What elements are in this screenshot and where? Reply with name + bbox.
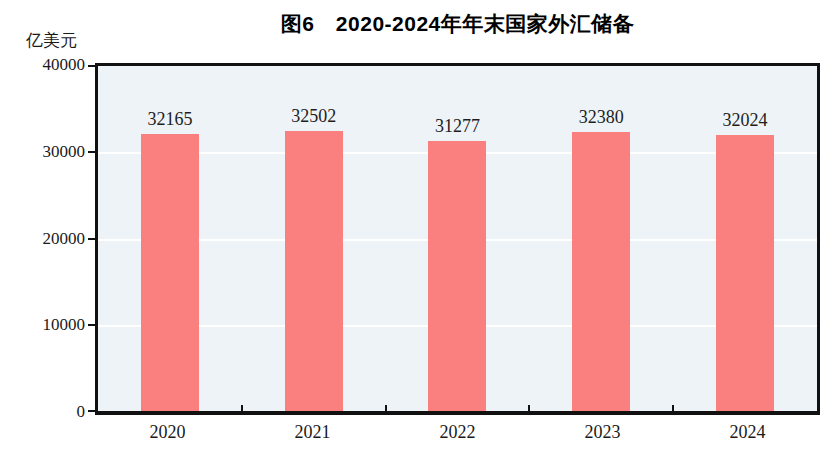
bar-group-2023: 32380 bbox=[529, 66, 673, 411]
bar-group-2020: 32165 bbox=[98, 66, 242, 411]
x-axis-tick-4 bbox=[672, 405, 674, 411]
bar-group-2022: 31277 bbox=[386, 66, 530, 411]
y-axis-tick-0 bbox=[88, 410, 97, 412]
chart-canvas: 图6 2020-2024年年末国家外汇储备 亿美元 40000 30000 20… bbox=[0, 0, 833, 461]
bar-value-label-2021: 32502 bbox=[291, 107, 336, 125]
x-axis-tick-labels: 2020 2021 2022 2023 2024 bbox=[95, 422, 820, 443]
bar-value-label-2020: 32165 bbox=[147, 110, 192, 128]
x-tick-label-2020: 2020 bbox=[95, 422, 240, 443]
x-tick-label-2023: 2023 bbox=[530, 422, 675, 443]
x-axis-tick-3 bbox=[528, 405, 530, 411]
bar-2021 bbox=[285, 131, 343, 411]
plot-area: 32165 32502 31277 32380 32024 bbox=[95, 63, 820, 415]
bar-value-label-2023: 32380 bbox=[579, 108, 624, 126]
bar-2020 bbox=[141, 134, 199, 411]
bar-group-2021: 32502 bbox=[242, 66, 386, 411]
y-tick-label-10000: 10000 bbox=[0, 316, 85, 333]
x-axis-tick-2 bbox=[385, 405, 387, 411]
y-tick-label-0: 0 bbox=[0, 403, 85, 420]
bar-value-label-2022: 31277 bbox=[435, 117, 480, 135]
x-tick-label-2024: 2024 bbox=[675, 422, 820, 443]
chart-title: 图6 2020-2024年年末国家外汇储备 bbox=[95, 10, 820, 38]
bar-2022 bbox=[428, 141, 486, 411]
bar-2024 bbox=[716, 135, 774, 411]
x-tick-label-2021: 2021 bbox=[240, 422, 385, 443]
y-axis-tick-20000 bbox=[88, 238, 97, 240]
y-tick-label-20000: 20000 bbox=[0, 229, 85, 246]
x-tick-label-2022: 2022 bbox=[385, 422, 530, 443]
y-axis-tick-40000 bbox=[88, 65, 97, 67]
bar-group-2024: 32024 bbox=[673, 66, 817, 411]
x-axis-tick-1 bbox=[241, 405, 243, 411]
y-axis-tick-10000 bbox=[88, 324, 97, 326]
y-axis-tick-labels: 40000 30000 20000 10000 0 bbox=[0, 64, 85, 411]
y-axis-tick-30000 bbox=[88, 151, 97, 153]
y-tick-label-40000: 40000 bbox=[0, 56, 85, 73]
bar-value-label-2024: 32024 bbox=[723, 111, 768, 129]
y-tick-label-30000: 30000 bbox=[0, 142, 85, 159]
bar-2023 bbox=[572, 132, 630, 411]
y-axis-unit-label: 亿美元 bbox=[26, 29, 77, 52]
